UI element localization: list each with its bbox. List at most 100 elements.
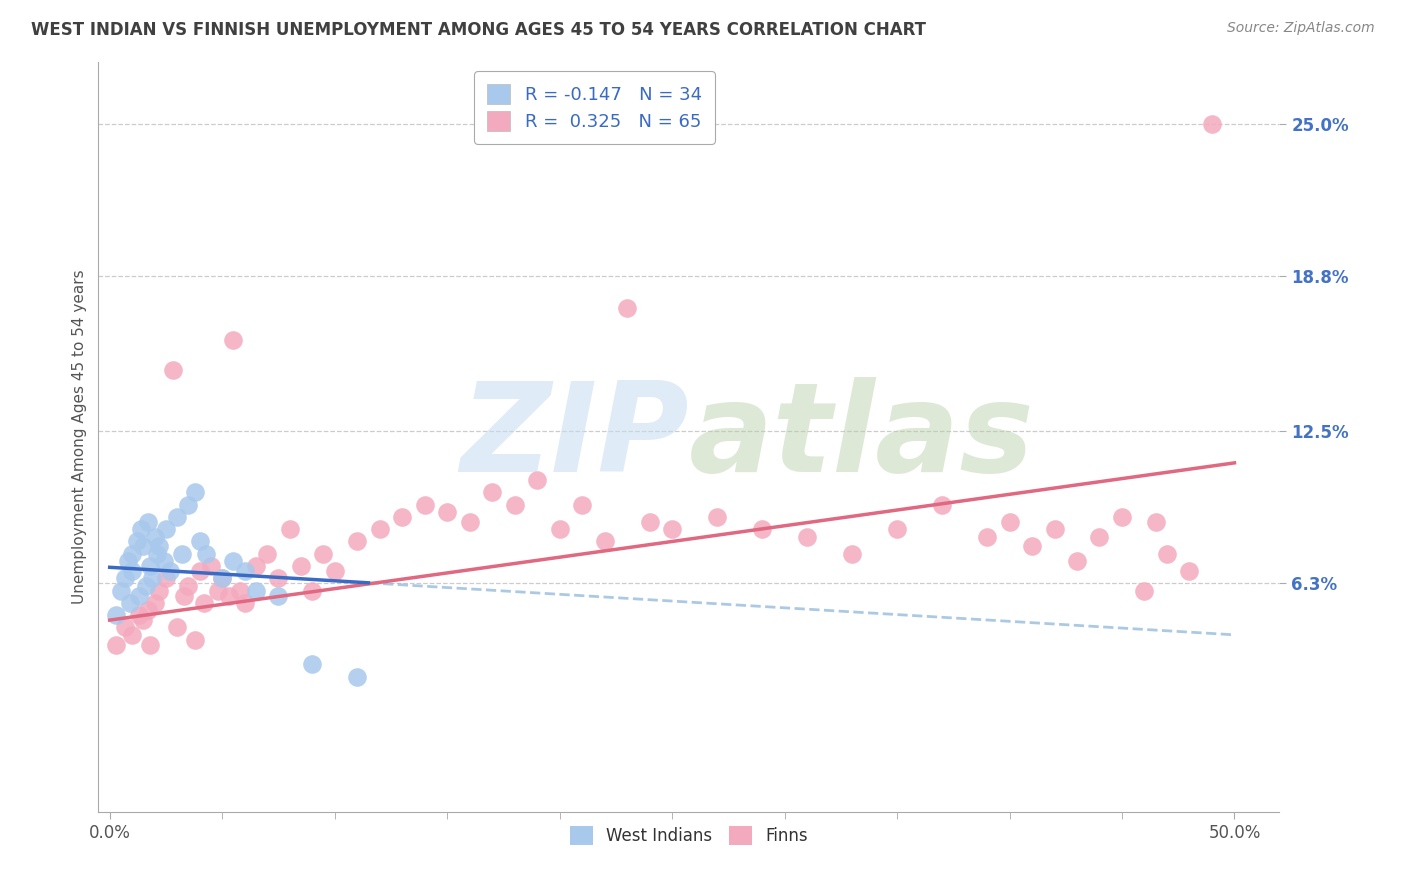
Point [290,559,312,574]
Text: Source: ZipAtlas.com: Source: ZipAtlas.com [1227,21,1375,35]
Point [998,515,1021,529]
Point [1043,522,1066,536]
Point [166,510,188,524]
Point [267,571,290,585]
Point [368,522,391,536]
Point [128,589,150,603]
Point [141,571,163,585]
Point [188,534,211,549]
Point [1088,530,1111,544]
Point [121,564,143,578]
Point [1144,515,1167,529]
Point [211,571,233,585]
Point [129,522,152,536]
Point [323,564,346,578]
Point [118,596,141,610]
Point [1133,583,1156,598]
Point [346,534,368,549]
Point [166,620,188,634]
Point [796,530,818,544]
Point [128,608,150,623]
Point [117,554,139,568]
Point [1201,117,1223,131]
Point [245,583,267,598]
Point [195,547,218,561]
Point [751,522,773,536]
Point [1178,564,1201,578]
Point [571,498,593,512]
Legend: West Indians, Finns: West Indians, Finns [562,820,815,852]
Point [135,579,157,593]
Point [132,540,155,554]
Point [481,485,503,500]
Point [886,522,908,536]
Point [162,362,184,376]
Point [1111,510,1133,524]
Point [146,547,169,561]
Point [233,596,256,610]
Point [139,559,162,574]
Point [114,620,136,634]
Point [458,515,481,529]
Point [222,333,245,347]
Point [526,473,548,487]
Point [503,498,526,512]
Text: WEST INDIAN VS FINNISH UNEMPLOYMENT AMONG AGES 45 TO 54 YEARS CORRELATION CHART: WEST INDIAN VS FINNISH UNEMPLOYMENT AMON… [31,21,927,38]
Point [245,559,267,574]
Point [159,564,181,578]
Point [391,510,413,524]
Point [177,498,200,512]
Point [346,670,368,684]
Point [661,522,683,536]
Point [312,547,335,561]
Point [139,638,162,652]
Point [593,534,616,549]
Point [222,554,245,568]
Point [155,571,177,585]
Point [188,564,211,578]
Point [436,505,458,519]
Point [110,583,132,598]
Point [616,301,638,315]
Point [841,547,863,561]
Point [413,498,436,512]
Point [152,554,174,568]
Point [148,583,170,598]
Point [148,540,170,554]
Point [136,515,159,529]
Point [155,522,177,536]
Point [105,608,128,623]
Point [211,571,233,585]
Point [278,522,301,536]
Point [105,638,128,652]
Point [931,498,953,512]
Point [218,589,240,603]
Point [706,510,728,524]
Point [976,530,998,544]
Point [114,571,136,585]
Point [121,628,143,642]
Point [548,522,571,536]
Point [173,589,195,603]
Point [301,657,323,672]
Point [184,632,207,647]
Point [207,583,229,598]
Text: ZIP: ZIP [460,376,689,498]
Point [267,589,290,603]
Point [256,547,278,561]
Point [638,515,661,529]
Point [170,547,193,561]
Point [177,579,200,593]
Point [143,596,166,610]
Point [233,564,256,578]
Point [136,603,159,617]
Y-axis label: Unemployment Among Ages 45 to 54 years: Unemployment Among Ages 45 to 54 years [72,269,87,605]
Point [229,583,252,598]
Point [125,534,148,549]
Point [193,596,215,610]
Point [121,547,143,561]
Point [1156,547,1178,561]
Point [184,485,207,500]
Text: atlas: atlas [689,376,1035,498]
Point [143,530,166,544]
